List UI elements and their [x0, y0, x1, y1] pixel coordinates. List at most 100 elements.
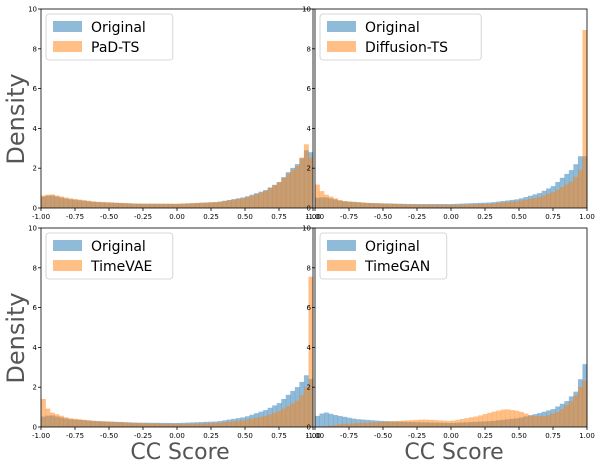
histogram-bar [351, 418, 357, 427]
histogram-bar [222, 201, 228, 208]
x-tick-label: 1.00 [305, 213, 321, 221]
histogram-bar [473, 416, 479, 427]
histogram-bar [276, 411, 282, 427]
legend-label: Original [91, 20, 146, 36]
histogram-bar [131, 203, 137, 208]
x-tick-label: 0.00 [169, 213, 185, 221]
legend-swatch [53, 41, 82, 52]
histogram-bar [41, 195, 46, 208]
histogram-bar [294, 166, 300, 208]
histogram-bar [186, 203, 191, 208]
legend-box [319, 13, 482, 61]
histogram-bar [140, 423, 146, 427]
y-tick-label: 0 [33, 205, 37, 213]
x-tick-label: -0.75 [340, 213, 358, 221]
histogram-bar [387, 203, 393, 208]
histogram-bar [127, 422, 132, 427]
legend-label: TimeGAN [364, 259, 430, 275]
histogram-bar [263, 191, 268, 208]
histogram-bar [460, 418, 465, 427]
y-tick-label: 0 [307, 205, 311, 213]
histogram-bar [217, 422, 223, 427]
histogram-bar [405, 204, 411, 208]
histogram-bar [45, 408, 51, 427]
histogram-bar [446, 204, 452, 208]
histogram-bar [360, 422, 366, 427]
histogram-bar [249, 195, 255, 208]
y-tick-label: 0 [33, 424, 37, 432]
x-tick-label: 1.00 [305, 432, 321, 440]
histogram-bar [437, 204, 443, 208]
histogram-bar [373, 422, 379, 427]
histogram-bar [528, 198, 533, 208]
histogram-bar [487, 412, 493, 427]
histogram-bar [355, 423, 361, 427]
histogram-bar [181, 423, 187, 427]
histogram-bar [104, 202, 110, 208]
histogram-bar [509, 410, 515, 427]
histogram-bar [523, 413, 529, 427]
histogram-bar [537, 197, 542, 208]
y-tick-label: 8 [307, 45, 311, 53]
series-timegan [315, 380, 588, 427]
histogram-bar [290, 169, 296, 208]
histogram-bar [364, 202, 370, 208]
histogram-bar [491, 411, 497, 427]
histogram-bar [337, 200, 343, 208]
histogram-bar [163, 423, 169, 427]
x-tick-label: 1.00 [579, 213, 595, 221]
y-axis-label-bottom: Density [2, 292, 30, 383]
histogram-bar [342, 201, 348, 208]
histogram-bar [573, 395, 579, 427]
y-tick-label: 6 [33, 304, 38, 312]
histogram-bar [460, 204, 465, 208]
legend-swatch [53, 21, 82, 32]
histogram-bar [537, 416, 542, 427]
histogram-bar [328, 413, 334, 427]
histogram-bar [308, 157, 314, 208]
chart-panel-1: -1.00 -0.75 -0.50 -0.25 0.00 0.25 0.50 0.75 1.00… [28, 6, 321, 222]
histogram-bar [383, 203, 388, 208]
chart-panel-2: -1.00 -0.75 -0.50 -0.25 0.00 0.25 0.50 0.75 1.00… [302, 6, 595, 222]
histogram-bar [299, 395, 305, 427]
x-tick-label: 0.25 [477, 213, 493, 221]
histogram-bar [77, 419, 83, 427]
histogram-bar [392, 421, 397, 427]
x-tick-label: -1.00 [32, 213, 50, 221]
histogram-bar [337, 415, 343, 427]
x-tick-label: -1.00 [32, 432, 50, 440]
x-tick-label: 0.25 [203, 432, 219, 440]
histogram-bar [294, 400, 300, 427]
histogram-bar [118, 422, 123, 427]
histogram-bar [469, 417, 474, 427]
histogram-bar [319, 413, 325, 427]
histogram-bar [59, 415, 64, 427]
x-tick-label: 0.50 [511, 432, 527, 440]
histogram-bar [514, 201, 520, 208]
histogram-bar [50, 194, 55, 208]
histogram-bar [63, 197, 69, 208]
histogram-bar [263, 416, 268, 427]
histogram-bar [414, 419, 420, 427]
histogram-bar [204, 423, 210, 427]
histogram-bar [500, 202, 506, 208]
histogram-bar [254, 194, 259, 208]
y-tick-label: 8 [33, 45, 37, 53]
histogram-bar [54, 414, 60, 427]
legend-label: Original [365, 20, 420, 36]
histogram-bar [437, 420, 443, 427]
histogram-bar [423, 204, 429, 208]
histogram-bar [577, 387, 583, 427]
x-tick-label: 0.00 [443, 432, 459, 440]
panels: -1.00 -0.75 -0.50 -0.25 0.00 0.25 0.50 0.75 1.00… [28, 6, 595, 441]
histogram-bar [441, 204, 447, 208]
histogram-bar [109, 421, 114, 427]
y-tick-label: 0 [307, 424, 311, 432]
x-tick-label: -0.50 [100, 432, 118, 440]
chart-panel-3: -1.00 -0.75 -0.50 -0.25 0.00 0.25 0.50 0.75 1.00… [28, 225, 321, 441]
y-tick-label: 6 [307, 304, 312, 312]
x-tick-label: -0.75 [340, 432, 358, 440]
histogram-bar [509, 201, 515, 208]
histogram-bar [478, 415, 484, 427]
histogram-bar [149, 203, 155, 208]
